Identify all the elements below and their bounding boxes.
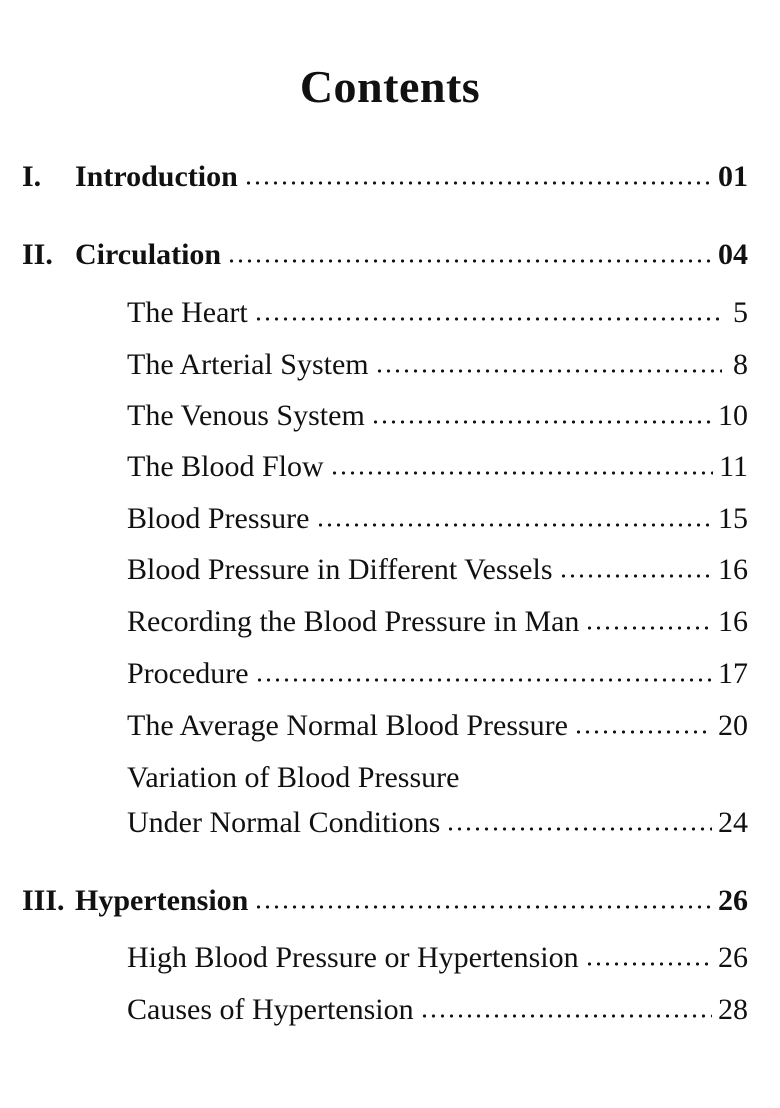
dot-leader <box>253 316 722 322</box>
entry-title: Under Normal Conditions <box>127 806 441 839</box>
toc-entry: High Blood Pressure or Hypertension 26 <box>127 941 748 981</box>
toc-entry: Blood Pressure in Different Vessels 16 <box>127 553 748 593</box>
entry-title: Hypertension <box>75 884 249 917</box>
dot-leader <box>419 1013 712 1019</box>
entry-title: Blood Pressure in Different Vessels <box>127 553 553 586</box>
toc-entry: The Venous System 10 <box>127 399 748 439</box>
entry-title: The Venous System <box>127 399 365 432</box>
dot-leader <box>558 573 712 579</box>
entry-title: Causes of Hypertension <box>127 993 414 1026</box>
page-number: 26 <box>718 884 748 917</box>
dot-leader <box>315 522 712 528</box>
entry-title: Procedure <box>127 657 249 690</box>
page-number: 04 <box>718 238 748 271</box>
toc-entry: The Blood Flow 11 <box>127 450 748 490</box>
section-numeral: II. <box>22 238 53 271</box>
page-number: 28 <box>718 993 748 1026</box>
toc-entry: I. Introduction 01 <box>22 160 748 200</box>
page-number: 5 <box>733 296 748 329</box>
entry-title: Circulation <box>75 238 222 271</box>
dot-leader <box>254 904 712 910</box>
page-number: 20 <box>718 709 748 742</box>
toc-entry: Under Normal Conditions 24 <box>127 806 748 846</box>
toc-entry: II. Circulation 04 <box>22 238 748 278</box>
entry-title: Blood Pressure <box>127 502 310 535</box>
dot-leader <box>374 368 722 374</box>
entry-title: The Arterial System <box>127 348 369 381</box>
entry-title: Variation of Blood Pressure <box>127 761 460 794</box>
entry-title: High Blood Pressure or Hypertension <box>127 941 579 974</box>
section-numeral: I. <box>22 160 42 193</box>
dot-leader <box>574 729 712 735</box>
page-number: 15 <box>718 502 748 535</box>
entry-title: The Blood Flow <box>127 450 324 483</box>
page-number: 16 <box>718 553 748 586</box>
entry-title: Recording the Blood Pressure in Man <box>127 605 580 638</box>
toc-entry: Procedure 17 <box>127 657 748 697</box>
page-number: 17 <box>718 657 748 690</box>
dot-leader <box>254 677 712 683</box>
toc-entry: The Arterial System 8 <box>127 348 748 388</box>
dot-leader <box>585 625 712 631</box>
toc-entry: III. Hypertension 26 <box>22 884 748 924</box>
toc-entry: Variation of Blood Pressure <box>127 761 748 801</box>
page-number: 16 <box>718 605 748 638</box>
page-number: 01 <box>718 160 748 193</box>
page-number: 26 <box>718 941 748 974</box>
toc-entry: Blood Pressure 15 <box>127 502 748 542</box>
entry-title: The Average Normal Blood Pressure <box>127 709 568 742</box>
page-number: 8 <box>733 348 748 381</box>
page-title: Contents <box>299 61 481 112</box>
toc-entry: Causes of Hypertension 28 <box>127 993 748 1033</box>
page-number: 10 <box>718 399 748 432</box>
entry-title: Introduction <box>75 160 238 193</box>
section-numeral: III. <box>22 884 65 917</box>
dot-leader <box>329 470 714 476</box>
toc-entry: The Average Normal Blood Pressure 20 <box>127 709 748 749</box>
dot-leader <box>584 961 712 967</box>
page-number: 11 <box>719 450 748 483</box>
dot-leader <box>243 180 712 186</box>
dot-leader <box>227 258 712 264</box>
toc-entry: Recording the Blood Pressure in Man 16 <box>127 605 748 645</box>
dot-leader <box>446 826 712 832</box>
entry-title: The Heart <box>127 296 248 329</box>
page-number: 24 <box>718 806 748 839</box>
toc-entry: The Heart 5 <box>127 296 748 336</box>
dot-leader <box>370 419 712 425</box>
